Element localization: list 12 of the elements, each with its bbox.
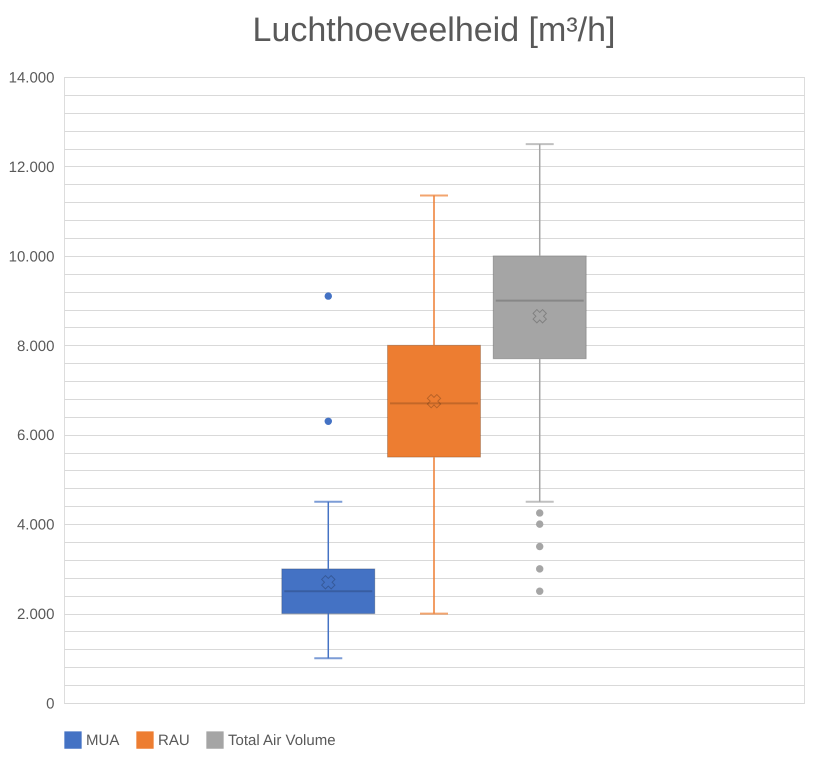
legend-label: RAU <box>158 732 190 750</box>
legend-label: Total Air Volume <box>228 732 336 750</box>
y-tick-label: 4.000 <box>16 516 54 534</box>
y-tick-label: 14.000 <box>8 70 54 86</box>
chart-title: Luchthoeveelheid [m³/h] <box>252 11 616 49</box>
y-tick-label: 6.000 <box>16 427 54 444</box>
y-tick-label: 0 <box>46 696 54 712</box>
y-tick-label: 2.000 <box>16 606 54 624</box>
y-tick-label: 12.000 <box>8 158 54 176</box>
y-tick-label: 8.000 <box>16 338 54 355</box>
legend-label: MUA <box>86 732 120 750</box>
y-tick-label: 10.000 <box>8 248 54 266</box>
